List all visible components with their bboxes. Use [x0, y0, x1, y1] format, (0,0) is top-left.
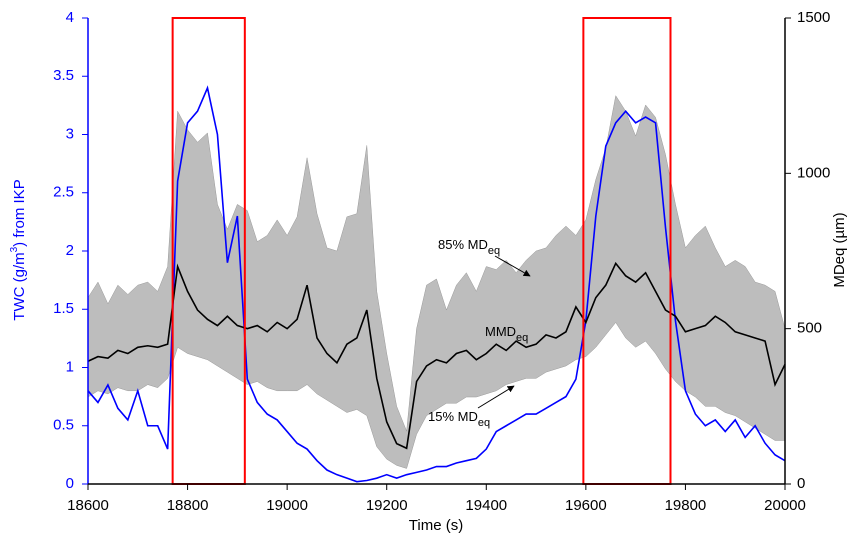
annotation-arrow	[477, 385, 515, 409]
y2-tick-label: 1500	[797, 9, 830, 26]
y-tick-label: 3	[66, 125, 74, 142]
y-tick-label: 2.5	[53, 184, 74, 201]
y-tick-label: 1	[66, 358, 74, 375]
y-axis-title-part: TWC (g/m	[11, 252, 28, 320]
annotation-sub: eq	[488, 245, 500, 257]
annotation-arrow	[494, 255, 531, 277]
x-axis-title: Time (s)	[409, 517, 463, 534]
annotation: MMDeq	[485, 324, 528, 343]
y-tick-label: 4	[66, 9, 74, 26]
y2-tick-label: 1000	[797, 164, 830, 181]
x-tick-label: 19800	[665, 497, 707, 514]
annotation-text: MMD	[485, 324, 516, 339]
x-tick-label: 19200	[366, 497, 408, 514]
y2-axis-title: MDeq (µm)	[831, 212, 848, 287]
y2-tick-label: 500	[797, 320, 822, 337]
annotation-text: 85% MD	[438, 237, 488, 252]
series-line	[87, 85, 786, 483]
y-axis-title-sup: 3	[9, 246, 20, 252]
y2-tick-label: 0	[797, 475, 805, 492]
annotation-sub: eq	[516, 332, 528, 344]
annotation: 15% MDeq	[428, 409, 490, 428]
annotation: 85% MDeq	[438, 237, 500, 256]
y-axis-title: TWC (g/m3) from IKP	[9, 179, 28, 320]
x-tick-label: 20000	[764, 497, 806, 514]
series-line	[87, 261, 786, 450]
x-tick-label: 19400	[465, 497, 507, 514]
y-tick-label: 2	[66, 242, 74, 259]
annotation-sub: eq	[478, 417, 490, 429]
y-tick-label: 3.5	[53, 67, 74, 84]
x-tick-label: 19000	[266, 497, 308, 514]
x-tick-label: 18600	[67, 497, 109, 514]
x-tick-label: 19600	[565, 497, 607, 514]
x-tick-label: 18800	[167, 497, 209, 514]
annotation-text: 15% MD	[428, 409, 478, 424]
y-tick-label: 1.5	[53, 300, 74, 317]
y-tick-label: 0	[66, 475, 74, 492]
y-axis-title-part: ) from IKP	[11, 179, 28, 247]
y-tick-label: 0.5	[53, 417, 74, 434]
